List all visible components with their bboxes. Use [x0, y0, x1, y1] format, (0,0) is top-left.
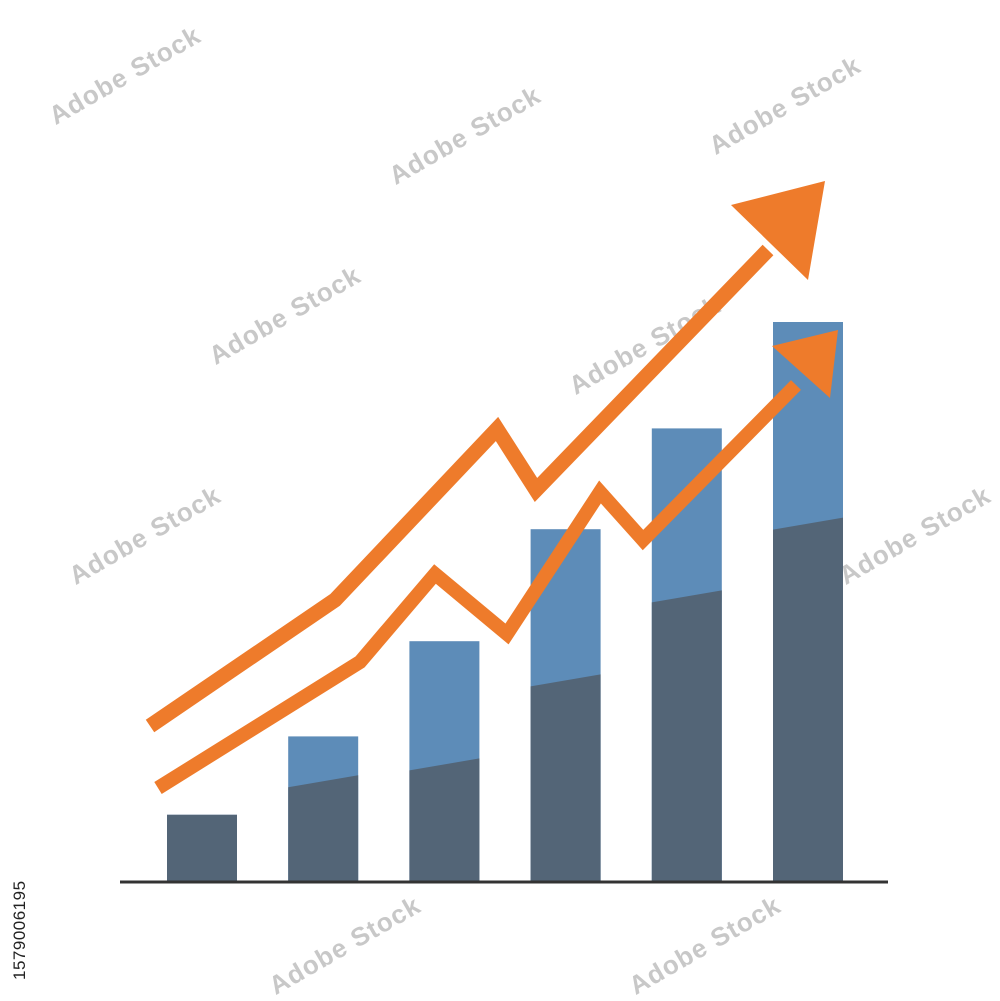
- bar-lower-segment: [530, 674, 601, 882]
- bar-lower-segment: [773, 517, 843, 882]
- watermark-id: 1579006195: [10, 880, 29, 980]
- bar-lower-segment: [167, 814, 237, 882]
- bar-lower-segment: [288, 775, 359, 882]
- upper-arrow-head-icon: [731, 181, 825, 280]
- bar-lower-segment: [651, 590, 722, 882]
- lower-trend-arrow-line: [154, 380, 801, 794]
- lower-arrow-head-icon: [772, 330, 838, 398]
- bar-lower-segment: [409, 758, 480, 882]
- upper-trend-arrow-line: [145, 244, 774, 733]
